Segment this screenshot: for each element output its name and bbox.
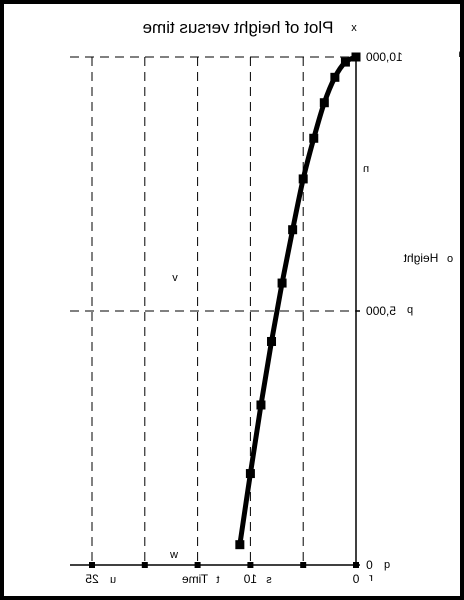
annotation-w: w [170,549,179,561]
x-tick-mark [247,562,254,568]
data-point-marker [309,133,319,143]
x-axis-label: Time [182,572,209,586]
series-line [237,54,358,546]
annotation-x: x [351,22,357,34]
data-point-marker [319,98,329,108]
y-tick-label: 5,000 [366,304,396,318]
data-point-marker [340,57,350,67]
annotation-n: n [363,163,369,175]
data-point-marker [235,540,245,550]
annotation-p: p [407,304,413,316]
x-tick-label: 10 [243,572,257,586]
x-tick-mark [141,562,148,568]
tick-layer: 0 10 25 0 5,000 10,000 [85,50,403,586]
x-tick-label: 0 [352,572,359,586]
data-point-marker [330,72,340,82]
annotation-s: s [266,574,272,586]
data-point-marker [277,278,287,288]
annotation-o: o [447,253,453,265]
x-tick-label: 25 [85,572,99,586]
annotation-layer: x m n o p q r s t u v w [110,22,464,586]
annotation-m: m [458,48,464,60]
chart-title: Plot of height versus time [143,18,334,37]
annotation-t: t [216,574,219,586]
series-layer [235,52,361,550]
x-tick-mark [300,562,307,568]
x-tick-mark [89,562,95,568]
annotation-v: v [172,272,178,284]
data-point-marker [288,225,298,235]
data-point-marker [245,469,255,479]
data-point-marker [298,174,308,184]
y-tick-label: 10,000 [366,50,403,64]
annotation-q: q [384,559,390,571]
data-point-marker [267,336,277,346]
annotation-r: r [369,572,373,584]
y-tick-label: 0 [366,558,373,572]
data-point-marker [351,52,361,62]
x-tick-mark [194,562,201,568]
plot-panel [4,4,460,596]
data-point-marker [256,400,266,410]
y-axis-label: Height [403,251,438,265]
annotation-u: u [110,574,116,586]
